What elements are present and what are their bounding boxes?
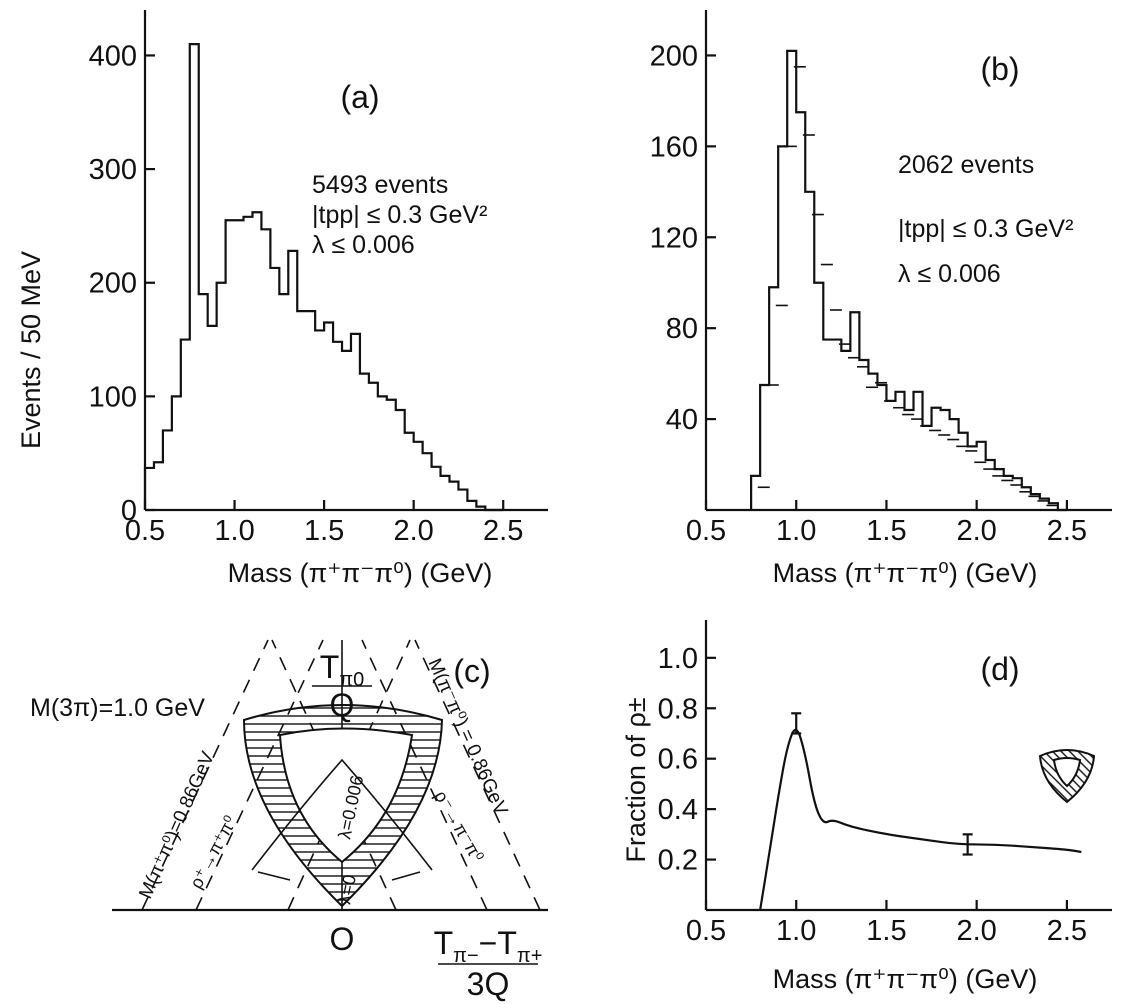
panel-a-ytick-label: 300 [89, 154, 137, 186]
panel-d-xtick-label: 1.5 [866, 915, 906, 947]
panel-d-xtick-label: 2.0 [957, 915, 997, 947]
panel-a-xtick-label: 2.0 [394, 515, 434, 547]
panel-d-y-axis-label: Fraction of ρ± [621, 697, 651, 862]
panel-c-dashed-left-outer [141, 639, 269, 911]
panel-a-xtick-label: 1.0 [214, 515, 254, 547]
panel-b-x-axis-label: Mass (π⁺π⁻π⁰) (GeV) [773, 558, 1038, 588]
panel-d-ytick-label: 0.2 [658, 845, 698, 877]
panel-c-horizontal-axis-den: 3Q [467, 966, 510, 1002]
panel-a-x-axis-label: Mass (π⁺π⁻π⁰) (GeV) [228, 558, 493, 588]
panel-c-arrow-right [391, 871, 421, 881]
panel-d-xtick-label: 0.5 [686, 915, 726, 947]
panel-b-xtick-label: 1.5 [866, 515, 906, 547]
panel-b-tpp-cut: |tpp| ≤ 0.3 GeV² [898, 215, 1073, 243]
panel-c-mass-line: M(3π)=1.0 GeV [30, 694, 205, 722]
panel-a-ytick-label: 100 [89, 381, 137, 413]
panel-c-label: (c) [453, 653, 490, 689]
panel-a-events: 5493 events [312, 171, 448, 199]
panel-c-left-decay-label: ρ⁺→π⁺π⁰ [186, 812, 241, 891]
panel-a-histogram: 0.5 1.0 1.5 2.0 2.5 0 100 200 300 400 Events / 50… [16, 10, 548, 588]
panel-a-tpp-cut: |tpp| ≤ 0.3 GeV² [312, 201, 487, 229]
panel-b-ytick-label: 40 [666, 404, 698, 436]
panel-d-x-axis-label: Mass (π⁺π⁻π⁰) (GeV) [773, 964, 1038, 994]
panel-a-ytick-label: 400 [89, 40, 137, 72]
panel-c-vertical-axis-q: Q [330, 687, 355, 723]
panel-a-y-axis-label: Events / 50 MeV [16, 251, 46, 449]
panel-d-ytick-label: 0.4 [658, 794, 698, 826]
panel-a-xtick-label: 1.5 [304, 515, 344, 547]
panel-b-fit-dashes [757, 66, 1059, 507]
panel-a-ytick-label: 200 [89, 268, 137, 300]
panel-c-right-decay-label: ρ⁻→π⁻π⁰ [431, 787, 488, 866]
panel-d-xtick-label: 1.0 [776, 915, 816, 947]
panel-d-ytick-label: 0.8 [658, 693, 698, 725]
panel-d-ytick-label: 1.0 [658, 643, 698, 675]
panel-d-ticks: 0.5 1.0 1.5 2.0 2.5 0.2 0.4 0.6 0.8 1.0 [658, 643, 1087, 947]
panel-a-histogram-outline [143, 42, 504, 512]
panel-b-histogram: 0.5 1.0 1.5 2.0 2.5 40 80 120 160 200 Mass (π⁺π⁻π… [650, 10, 1112, 588]
panel-c-dashed-right-outer [414, 639, 541, 911]
panel-a-ytick-label: 0 [121, 495, 137, 527]
panel-d-error-bars [791, 712, 973, 856]
panel-d-line-chart: 0.5 1.0 1.5 2.0 2.5 0.2 0.4 0.6 0.8 1.0 Fraction … [621, 620, 1112, 994]
panel-c-horizontal-axis-num: Tπ−−Tπ+ [434, 925, 543, 967]
panel-c-origin: O [330, 921, 355, 957]
panel-b-xtick-label: 0.5 [686, 515, 726, 547]
panel-a-lambda-cut: λ ≤ 0.006 [312, 231, 415, 259]
panel-a-xtick-label: 2.5 [483, 515, 523, 547]
panel-c-lambda-curve [251, 758, 433, 871]
panel-d-fraction-curve [759, 728, 1082, 911]
panel-b-label: (b) [980, 51, 1019, 87]
panel-b-ytick-label: 120 [650, 222, 698, 254]
panel-d-dalitz-inset-icon [1038, 749, 1096, 804]
panel-b-ticks: 0.5 1.0 1.5 2.0 2.5 40 80 120 160 200 [650, 40, 1087, 547]
panel-a-label: (a) [340, 79, 379, 115]
panel-d-label: (d) [980, 651, 1019, 687]
panel-d-ytick-label: 0.6 [658, 744, 698, 776]
panel-a-ticks: 0.5 1.0 1.5 2.0 2.5 0 100 200 300 400 [89, 40, 524, 547]
panel-b-ytick-label: 160 [650, 131, 698, 163]
panel-c-dalitz-plot: Tπ0 Q (c) M(3π)=1.0 GeV O Tπ−−Tπ+ 3Q M(π… [30, 639, 548, 1002]
panel-b-xtick-label: 2.5 [1047, 515, 1087, 547]
panel-b-xtick-label: 2.0 [957, 515, 997, 547]
panel-b-ytick-label: 200 [650, 40, 698, 72]
panel-b-events: 2062 events [898, 151, 1034, 179]
panel-b-ytick-label: 80 [666, 313, 698, 345]
panel-c-arrow-left [257, 871, 291, 881]
panel-b-lambda-cut: λ ≤ 0.006 [898, 260, 1001, 288]
panel-a-xtick-label: 0.5 [125, 515, 165, 547]
panel-b-histogram-outline [750, 49, 1067, 512]
panel-d-xtick-label: 2.5 [1047, 915, 1087, 947]
panel-b-xtick-label: 1.0 [776, 515, 816, 547]
